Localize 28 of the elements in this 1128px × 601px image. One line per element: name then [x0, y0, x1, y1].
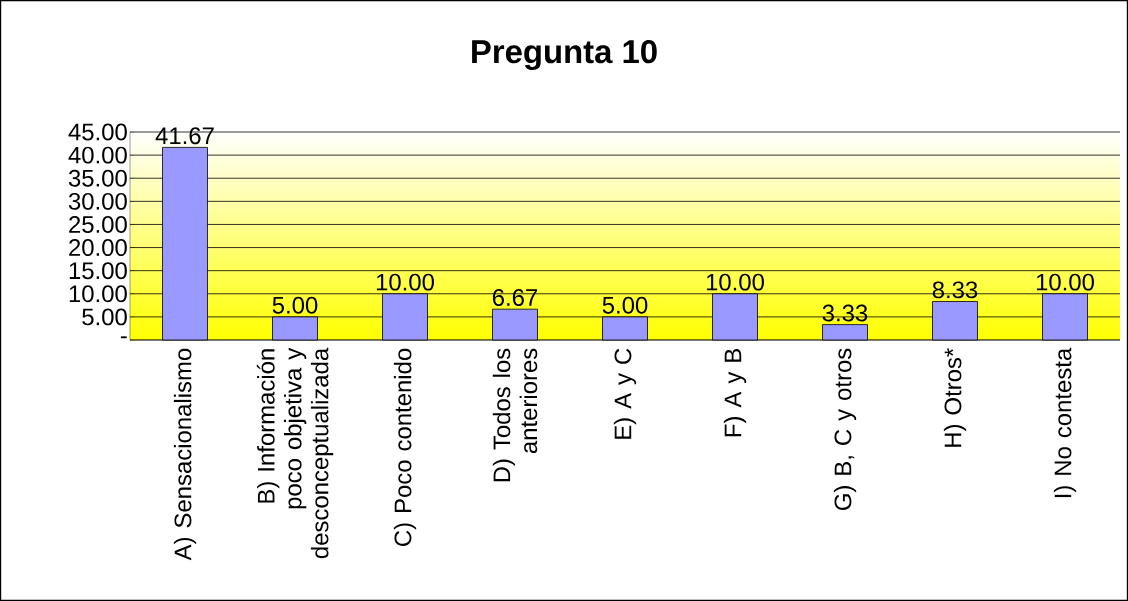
- data-label: 3.33: [822, 304, 868, 322]
- y-tick-label: 15.00: [69, 262, 127, 280]
- x-tick-label: A) Sensacionalismo: [173, 348, 197, 561]
- x-tick-label: F) A y B: [723, 349, 747, 437]
- x-tick-label: C) Poco contenido: [393, 348, 417, 546]
- x-tick-label: G) B, C y otros: [833, 348, 857, 510]
- x-tick-label: I) No contesta: [1053, 347, 1077, 498]
- y-tick-label: 45.00: [68, 123, 127, 141]
- x-tick-label: E) A y C: [613, 348, 637, 439]
- data-label: 10.00: [1036, 273, 1094, 291]
- chart-title: Pregunta 10: [472, 40, 657, 70]
- y-tick-label: 20.00: [69, 239, 127, 257]
- y-tick-label: 35.00: [68, 169, 127, 187]
- data-label: 10.00: [706, 273, 764, 291]
- y-tick-label: 30.00: [68, 192, 127, 210]
- data-label: 41.67: [155, 127, 214, 145]
- y-tick-label: 10.00: [69, 285, 127, 303]
- data-label: 10.00: [376, 273, 434, 291]
- y-tick-label: 5.00: [82, 308, 127, 326]
- y-tick-label: 25.00: [69, 215, 127, 233]
- data-label: 5.00: [272, 296, 318, 314]
- y-tick-label: -: [120, 336, 127, 339]
- data-label: 5.00: [602, 296, 648, 314]
- data-label: 6.67: [492, 289, 538, 306]
- x-tick-label: H) Otros*: [943, 348, 967, 447]
- y-tick-label: 40.00: [68, 146, 127, 164]
- x-tick-label: D) Todos los anteriores: [492, 348, 538, 482]
- x-tick-label: B) Información poco objetiva y desconceptualizada: [256, 347, 334, 559]
